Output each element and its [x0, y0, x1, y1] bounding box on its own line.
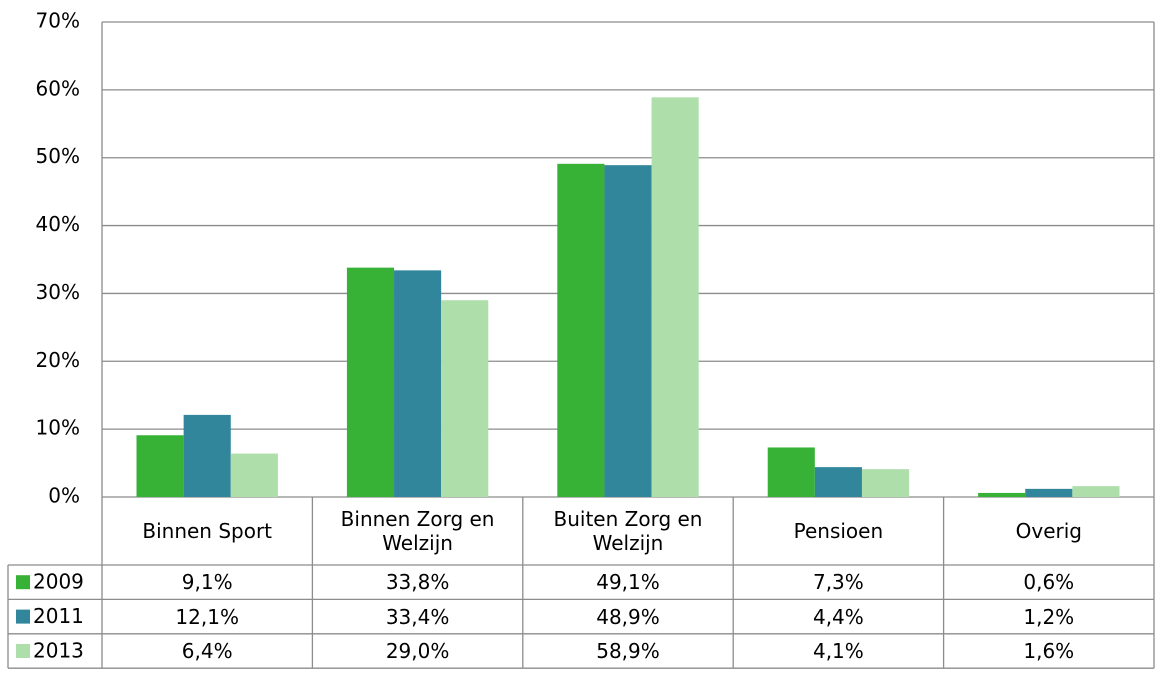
y-tick-label: 50% — [36, 144, 80, 168]
legend-label: 2009 — [33, 570, 84, 594]
bar — [978, 492, 1026, 497]
table-value: 9,1% — [181, 570, 233, 595]
legend-label: 2013 — [33, 639, 84, 663]
y-tick-label: 40% — [36, 212, 80, 236]
bar — [183, 414, 231, 497]
category-label: Overig — [1015, 519, 1082, 543]
table-value: 12,1% — [175, 604, 239, 629]
bar — [346, 267, 395, 497]
table-value: 7,3% — [812, 570, 864, 595]
table-value: 4,4% — [812, 604, 864, 629]
category-label: Buiten Zorg en Welzijn — [553, 507, 703, 555]
y-tick-label: 70% — [36, 9, 80, 33]
table-value: 33,8% — [385, 570, 450, 595]
legend-key — [16, 575, 30, 590]
y-tick-label: 0% — [48, 484, 80, 508]
bar — [604, 165, 652, 497]
bar — [441, 300, 489, 497]
legend-key — [16, 644, 30, 658]
bar — [1072, 486, 1120, 497]
bar — [136, 435, 184, 497]
bar — [230, 453, 278, 497]
table-value: 0,6% — [1023, 570, 1075, 595]
table-value: 1,6% — [1023, 638, 1075, 663]
y-tick-label: 60% — [36, 76, 80, 100]
table-value: 1,2% — [1023, 604, 1075, 629]
table-value: 29,0% — [385, 638, 450, 663]
bar — [767, 447, 815, 497]
table-value: 48,9% — [596, 604, 660, 629]
table-value: 58,9% — [596, 638, 660, 663]
bar — [861, 469, 910, 497]
y-tick-label: 10% — [36, 416, 80, 440]
y-tick-label: 30% — [36, 280, 80, 304]
legend-key — [16, 609, 30, 624]
bar — [814, 467, 862, 497]
legend-label: 2011 — [33, 604, 84, 628]
table-value: 33,4% — [385, 604, 450, 629]
bar — [1025, 488, 1073, 497]
table-value: 6,4% — [181, 638, 233, 663]
y-tick-label: 20% — [36, 348, 80, 372]
category-label: Pensioen — [793, 519, 884, 543]
bar — [651, 97, 699, 498]
table-value: 49,1% — [596, 570, 660, 595]
bar — [557, 163, 605, 498]
table-value: 4,1% — [812, 638, 864, 663]
bar — [394, 270, 442, 497]
category-label: Binnen Sport — [142, 519, 273, 543]
category-label: Binnen Zorg en Welzijn — [340, 507, 495, 555]
